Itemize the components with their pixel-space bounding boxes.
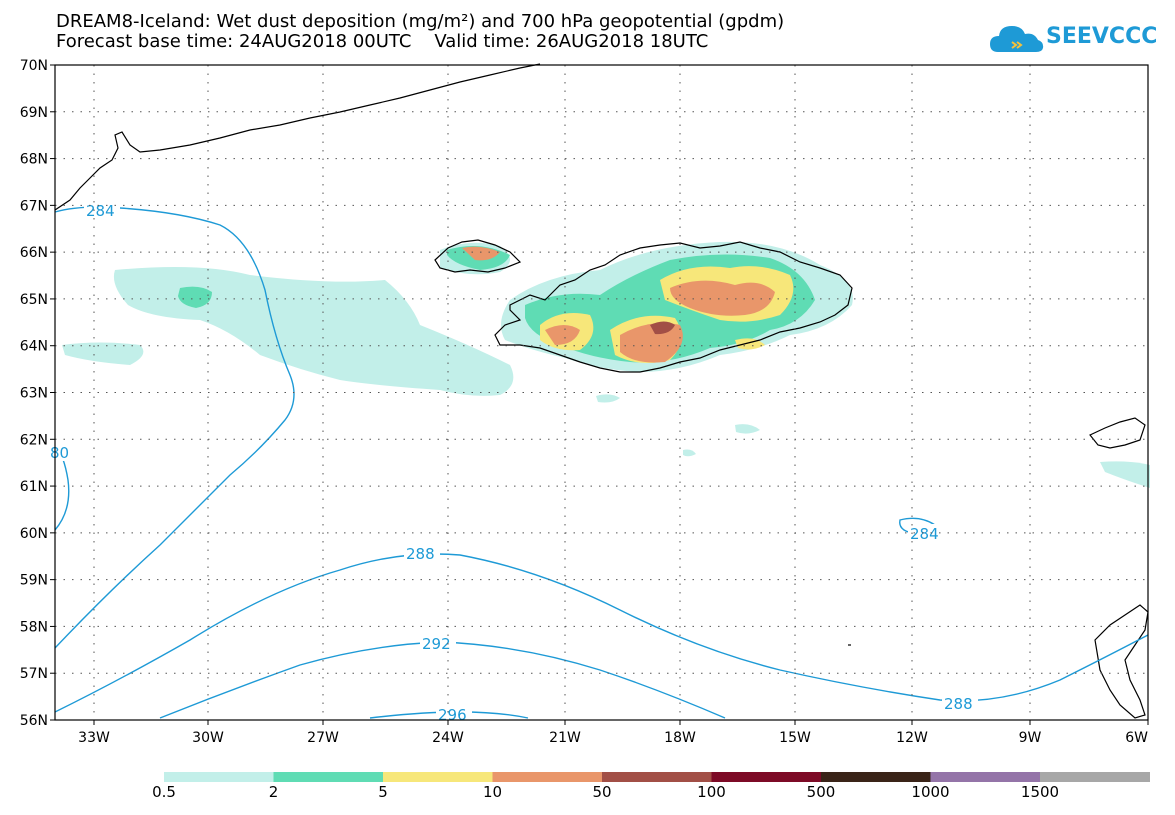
lat-label: 58N bbox=[20, 619, 48, 635]
lon-label: 18W bbox=[664, 730, 696, 746]
colorbar-swatch bbox=[383, 772, 493, 782]
colorbar-swatch bbox=[821, 772, 931, 782]
lon-label: 6W bbox=[1125, 730, 1148, 746]
lat-label: 64N bbox=[20, 339, 48, 355]
axis-ticks bbox=[50, 64, 1149, 725]
lat-label: 60N bbox=[20, 526, 48, 542]
colorbar-swatch bbox=[164, 772, 274, 782]
chart-title: DREAM8-Iceland: Wet dust deposition (mg/… bbox=[56, 11, 785, 32]
contour-label: 284 bbox=[86, 202, 115, 220]
lon-label: 30W bbox=[192, 730, 224, 746]
colorbar-label: 500 bbox=[806, 783, 836, 801]
colorbar-label: 2 bbox=[268, 783, 279, 801]
dust-field-brown bbox=[650, 321, 675, 335]
lat-label: 57N bbox=[20, 666, 48, 682]
colorbar-swatch bbox=[711, 772, 822, 782]
colorbar-swatch bbox=[1040, 772, 1150, 782]
contour-label: 288 bbox=[406, 545, 435, 563]
lon-label: 12W bbox=[896, 730, 928, 746]
lon-label: 33W bbox=[78, 730, 110, 746]
contour-labels: 284 80 288 292 296 284 288 bbox=[50, 201, 978, 724]
dust-field-light bbox=[62, 241, 1150, 488]
lon-label: 24W bbox=[432, 730, 464, 746]
lon-label: 15W bbox=[779, 730, 811, 746]
logo-text: SEEVCCC bbox=[1046, 24, 1158, 49]
colorbar-swatch bbox=[930, 772, 1041, 782]
colorbar-swatch bbox=[273, 772, 384, 782]
coastline bbox=[54, 63, 1149, 719]
lat-label: 66N bbox=[20, 245, 48, 261]
contour-label: 288 bbox=[944, 695, 973, 713]
colorbar-label: 50 bbox=[592, 783, 612, 801]
gridlines bbox=[55, 65, 1148, 720]
colorbar-label: 5 bbox=[378, 783, 388, 801]
lon-label: 21W bbox=[549, 730, 581, 746]
colorbar-label: 1000 bbox=[911, 783, 950, 801]
contour-label: 292 bbox=[422, 635, 451, 653]
lat-label: 65N bbox=[20, 292, 48, 308]
lon-label: 9W bbox=[1019, 730, 1042, 746]
colorbar-label: 1500 bbox=[1020, 783, 1060, 801]
contour-label: 284 bbox=[910, 525, 939, 543]
colorbar-label: 0.5 bbox=[152, 783, 176, 801]
longitude-labels: 33W 30W 27W 24W 21W 18W 15W 12W 9W 6W bbox=[78, 730, 1148, 746]
latitude-labels: 70N 69N 68N 67N 66N 65N 64N 63N 62N 61N 60N 59N 58N 5… bbox=[20, 58, 48, 729]
colorbar-swatch bbox=[602, 772, 712, 782]
cloud-icon bbox=[990, 26, 1044, 52]
colorbar bbox=[164, 772, 1150, 782]
colorbar-label: 100 bbox=[697, 783, 726, 801]
colorbar-swatch bbox=[492, 772, 603, 782]
lat-label: 56N bbox=[20, 713, 48, 729]
contour-label: 80 bbox=[50, 444, 69, 462]
chart-subtitle: Forecast base time: 24AUG2018 00UTC Vali… bbox=[56, 31, 709, 52]
lat-label: 69N bbox=[20, 105, 48, 121]
colorbar-label: 10 bbox=[482, 783, 503, 801]
dust-field-orange bbox=[462, 246, 775, 363]
lat-label: 70N bbox=[20, 58, 48, 74]
contour-label: 296 bbox=[438, 706, 467, 724]
lat-label: 67N bbox=[20, 198, 48, 214]
lat-label: 61N bbox=[20, 479, 48, 495]
lat-label: 68N bbox=[20, 152, 48, 168]
lon-label: 27W bbox=[307, 730, 339, 746]
lat-label: 59N bbox=[20, 573, 48, 589]
lat-label: 62N bbox=[20, 432, 48, 448]
map-frame bbox=[54, 64, 1149, 721]
lat-label: 63N bbox=[20, 386, 48, 402]
